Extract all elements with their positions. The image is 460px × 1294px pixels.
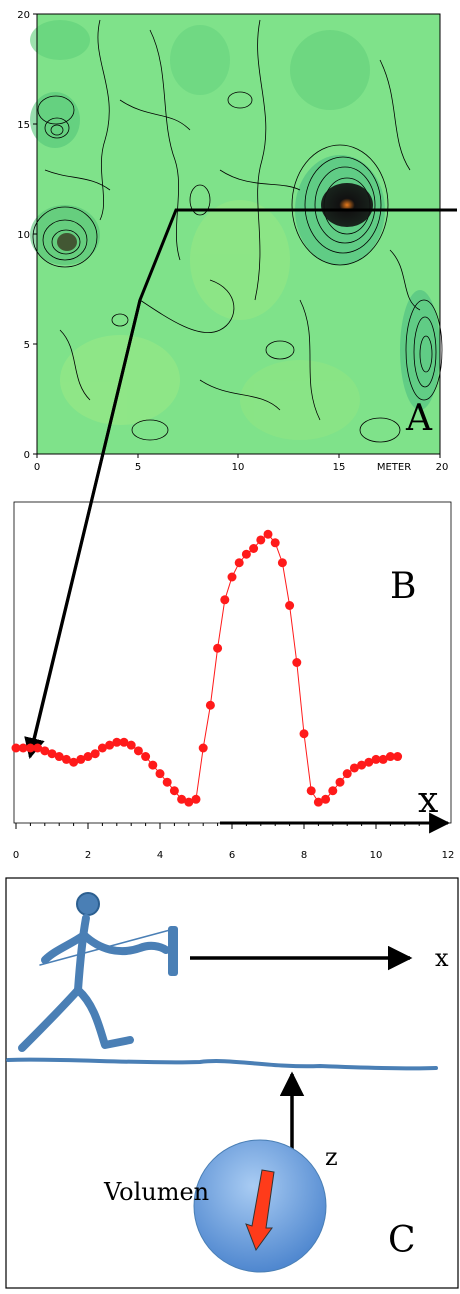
profile-arrow	[24, 299, 142, 760]
anomaly-left	[57, 233, 77, 251]
chart-b-data-point	[76, 754, 86, 764]
chart-b-data-point	[141, 752, 151, 762]
chart-b-data-point	[90, 749, 100, 759]
chart-b-data-point	[112, 737, 122, 747]
chart-b-data-point	[205, 700, 215, 710]
chart-b-data-point	[162, 777, 172, 787]
chart-b-data-point	[126, 740, 136, 750]
chart-b-tick-labels: 0 2 4 6 8 10 12	[13, 850, 455, 861]
a-y-tick-10: 10	[17, 230, 30, 241]
chart-b-tick-label: 6	[229, 850, 235, 861]
chart-b-data-point	[249, 544, 259, 553]
chart-b-data-point	[25, 743, 35, 753]
a-x-tick-20: 20	[436, 462, 449, 473]
chart-b-data-point	[184, 797, 194, 807]
chart-b-data-point	[69, 757, 79, 767]
chart-b-tick-label: 8	[301, 850, 307, 861]
panel-c-schematic: x z Volumen C	[5, 877, 459, 1289]
a-x-tick-0: 0	[34, 462, 40, 473]
walking-person-icon	[18, 892, 171, 1052]
chart-b-tick-label: 0	[13, 850, 19, 861]
chart-b-data-point	[177, 794, 187, 804]
a-x-tick-10: 10	[232, 462, 245, 473]
panel-b-label: B	[390, 566, 416, 607]
chart-b-data-point	[342, 769, 352, 779]
a-x-tick-15: 15	[333, 462, 346, 473]
chart-b-data-point	[133, 746, 143, 756]
magnetization-vector-icon	[245, 1169, 275, 1252]
chart-b-data-point	[385, 752, 395, 762]
chart-b-points	[11, 529, 403, 807]
chart-b-data-point	[335, 777, 345, 787]
chart-b-data-point	[299, 729, 309, 739]
chart-b-data-point	[277, 558, 287, 568]
chart-b-data-point	[33, 743, 43, 753]
profile-line	[24, 208, 457, 760]
chart-b-data-point	[148, 760, 158, 770]
chart-b-data-point	[234, 558, 244, 568]
a-y-tick-20: 20	[17, 10, 30, 21]
chart-b-data-point	[83, 752, 93, 762]
panel-c-x-symbol: x	[435, 944, 449, 972]
a-y-tick-15: 15	[17, 120, 30, 131]
chart-b-tick-label: 10	[370, 850, 383, 861]
chart-b-data-point	[292, 658, 302, 667]
chart-b-data-point	[371, 754, 381, 764]
chart-b-x-symbol: x	[418, 780, 438, 821]
chart-b-tick-label: 12	[442, 850, 455, 861]
chart-b-data-point	[40, 746, 50, 756]
chart-b-data-point	[364, 757, 374, 767]
panel-b-profile-chart: 0 2 4 6 8 10 12 x B	[11, 501, 455, 861]
panel-a-axes	[33, 13, 441, 458]
chart-b-data-point	[349, 763, 359, 773]
panel-c-label: C	[388, 1220, 416, 1261]
chart-b-data-point	[270, 538, 280, 548]
depth-symbol: z	[325, 1143, 338, 1171]
chart-b-data-point	[241, 549, 251, 559]
chart-b-data-point	[321, 794, 331, 804]
contour-lines	[32, 19, 443, 443]
a-y-tick-0: 0	[24, 450, 30, 461]
a-x-tick-5: 5	[135, 462, 141, 473]
chart-b-data-point	[54, 752, 64, 762]
chart-b-data-point	[169, 786, 179, 796]
a-x-unit: METER	[377, 462, 411, 473]
panel-a-contour-map: 0 5 10 15 20 0 5 10 15 METER 20 A	[17, 10, 448, 473]
chart-b-data-point	[263, 529, 273, 539]
chart-b-data-point	[119, 737, 129, 747]
panel-a-label: A	[405, 398, 433, 439]
chart-b-data-point	[155, 769, 165, 779]
chart-b-data-point	[97, 743, 107, 753]
chart-b-data-point	[393, 752, 403, 762]
chart-b-data-point	[227, 572, 237, 582]
chart-b-data-point	[306, 786, 316, 796]
chart-b-data-point	[357, 760, 367, 770]
volume-label: Volumen	[103, 1178, 209, 1206]
chart-b-data-point	[191, 794, 201, 804]
chart-b-data-point	[256, 535, 266, 545]
chart-b-data-point	[328, 786, 338, 796]
chart-b-data-point	[378, 754, 388, 764]
chart-b-data-point	[105, 740, 115, 750]
chart-b-data-point	[18, 743, 28, 753]
chart-b-data-point	[285, 601, 295, 610]
chart-b-data-point	[47, 749, 57, 759]
chart-b-data-point	[220, 595, 230, 605]
instrument-sensor-icon	[168, 926, 178, 976]
panel-c-frame	[5, 877, 459, 1289]
chart-b-data-point	[11, 743, 21, 753]
ground-surface-line	[6, 1057, 438, 1071]
a-y-tick-5: 5	[24, 340, 30, 351]
panel-a-tick-labels: 0 5 10 15 20 0 5 10 15 METER 20	[17, 10, 448, 473]
chart-b-tick-label: 4	[157, 850, 163, 861]
chart-b-tick-label: 2	[85, 850, 91, 861]
chart-b-data-point	[313, 797, 323, 807]
chart-b-data-point	[61, 754, 71, 764]
chart-b-data-point	[198, 743, 208, 753]
chart-b-data-point	[213, 643, 223, 653]
anomaly-main	[321, 183, 373, 227]
